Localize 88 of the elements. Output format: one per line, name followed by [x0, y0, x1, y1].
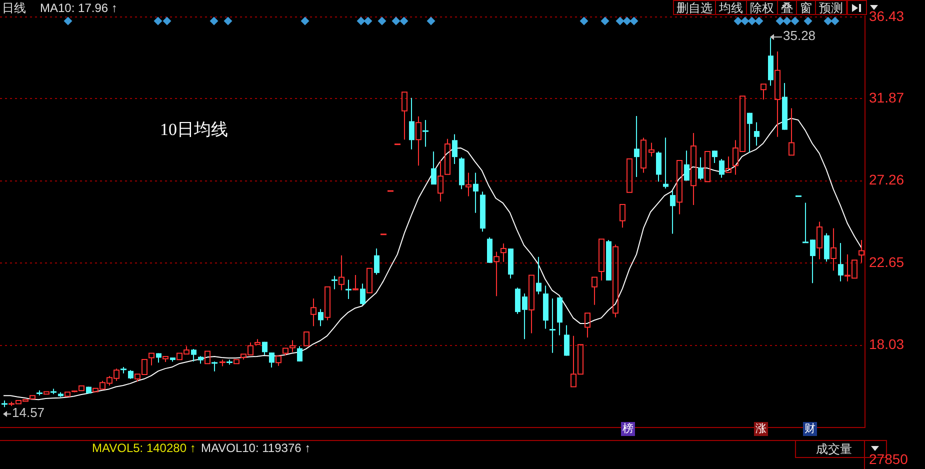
candlestick [774, 50, 780, 138]
candlestick [409, 97, 414, 150]
candlestick [838, 242, 844, 282]
y-tick-label: 18.03 [869, 336, 904, 352]
text: 叠 [777, 0, 797, 15]
candlestick [656, 151, 662, 182]
candlestick [304, 332, 310, 346]
candlestick [726, 156, 732, 173]
candlestick [676, 160, 682, 215]
y-tick-label: 27.26 [869, 172, 904, 188]
candlestick [620, 204, 626, 228]
candlestick [830, 228, 836, 272]
annotation: 涨 [754, 422, 768, 436]
candlestick [156, 352, 162, 364]
annotation: 35.28 [783, 28, 816, 43]
text: 预测 [815, 0, 847, 15]
chart-title: 日线 [2, 1, 26, 15]
candlestick [670, 190, 676, 234]
text: MAVOL10: 119376 ↑ [201, 441, 311, 455]
candlestick [438, 160, 444, 202]
text: MAVOL5: 140280 ↑ [92, 441, 196, 455]
candlestick [760, 84, 766, 100]
candlestick [634, 116, 640, 178]
candlestick [858, 239, 864, 263]
candlestick [148, 352, 154, 366]
candlestick [352, 274, 358, 291]
candlestick [276, 356, 282, 366]
candlestick [698, 156, 704, 180]
candlestick [452, 134, 458, 165]
candlestick [719, 158, 724, 178]
candlestick [536, 256, 542, 295]
candlestick [528, 274, 534, 334]
candlestick [212, 360, 218, 372]
candlestick [297, 346, 302, 362]
candlestick [663, 137, 668, 189]
candlestick [269, 352, 274, 368]
y-tick-label: 22.65 [869, 254, 904, 270]
candlestick [648, 142, 654, 158]
candlestick [564, 324, 570, 356]
candlestick [318, 308, 324, 327]
candlestick [754, 122, 760, 146]
candlestick [592, 276, 598, 306]
chart-subtitle: MA10: 17.96 ↑ [40, 1, 118, 15]
candlestick [234, 359, 240, 364]
candlestick [598, 238, 604, 281]
text: 窗 [796, 0, 816, 15]
text: 27850 [869, 451, 908, 467]
candlestick [416, 116, 422, 166]
annotation: 榜 [621, 422, 635, 436]
candlestick [704, 151, 710, 182]
candlestick [550, 298, 556, 354]
candlestick [824, 232, 830, 262]
candlestick [712, 150, 718, 164]
candlestick [612, 244, 618, 318]
candlestick [338, 254, 344, 291]
candlestick [788, 108, 794, 156]
candlestick [494, 251, 500, 297]
annotation: 财 [803, 422, 817, 436]
candlestick [684, 150, 690, 182]
candlestick [584, 312, 590, 338]
candlestick [626, 158, 632, 193]
candlestick [366, 268, 372, 294]
candlestick [402, 92, 408, 140]
candlestick [473, 172, 478, 214]
candlestick [374, 248, 380, 276]
annotation: 10日均线 [160, 120, 228, 140]
candlestick [500, 243, 506, 262]
y-tick-label: 31.87 [869, 89, 904, 106]
candlestick [204, 350, 210, 364]
text: 成交量 [816, 442, 852, 456]
text: 删自选 [673, 0, 716, 15]
candlestick [346, 279, 352, 300]
candlestick [747, 112, 752, 154]
candlestick [431, 151, 436, 186]
text: 均线 [715, 0, 747, 15]
candlestick [310, 298, 316, 327]
candlestick [422, 119, 428, 148]
candlestick [816, 221, 822, 260]
candlestick [690, 132, 696, 206]
annotation: 14.57 [12, 405, 45, 420]
candlestick [191, 348, 196, 362]
candlestick [44, 391, 50, 395]
candlestick [466, 172, 472, 197]
candlestick [360, 283, 366, 306]
candlestick [332, 275, 338, 290]
y-tick-label: 36.43 [869, 8, 904, 24]
text: 除权 [746, 0, 778, 15]
candlestick [262, 341, 268, 356]
